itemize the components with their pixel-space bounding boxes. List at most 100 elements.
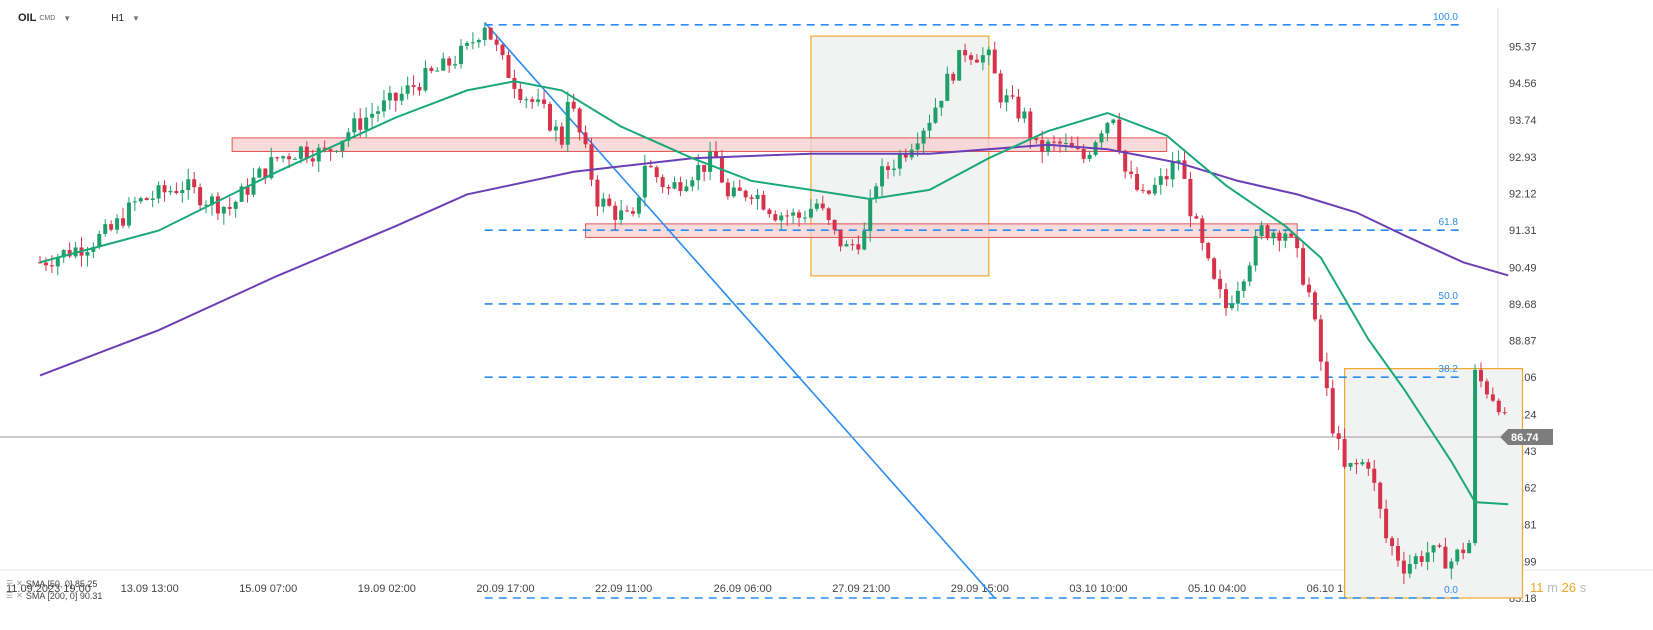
candle-body: [1235, 290, 1240, 304]
close-icon[interactable]: ✕: [16, 591, 23, 600]
candle-body: [251, 177, 256, 195]
candle-body: [1069, 142, 1074, 148]
candle-body: [1152, 184, 1157, 194]
candle-body: [880, 166, 885, 187]
candle-body: [322, 147, 327, 150]
y-tick-label: 93.74: [1509, 115, 1537, 127]
candle-body: [939, 100, 944, 108]
candle-body: [370, 113, 375, 118]
candle-body: [820, 203, 825, 209]
candle-body: [980, 55, 985, 63]
candle-body: [1354, 462, 1359, 465]
candle-timer: 11 m 26 s: [1530, 580, 1586, 595]
candle-body: [921, 130, 926, 144]
current-price-tag: [1500, 428, 1553, 445]
candle-body: [257, 168, 262, 178]
candle-body: [126, 202, 131, 226]
candle-body: [1455, 549, 1460, 562]
candle-body: [150, 198, 155, 200]
candle-body: [648, 165, 653, 168]
chevron-down-icon[interactable]: ▼: [63, 13, 72, 23]
sma50-line: [39, 80, 1509, 506]
candle-body: [1473, 369, 1478, 544]
candle-body: [862, 231, 867, 250]
legend-sma50-label: SMA [50, 0] 85.25: [25, 579, 98, 589]
candle-body: [868, 198, 873, 232]
candle-body: [1265, 225, 1270, 239]
candle-body: [417, 87, 422, 91]
candle-body: [536, 99, 541, 102]
candle-body: [209, 196, 214, 205]
symbol-type: CMD: [39, 14, 56, 22]
candle-body: [779, 215, 784, 221]
current-price-label: 86.74: [1511, 432, 1539, 444]
candle-body: [103, 224, 108, 234]
candle-body: [1194, 216, 1199, 219]
candle-body: [1384, 508, 1389, 539]
x-tick-label: 15.09 07:00: [239, 583, 297, 595]
candle-body: [1467, 543, 1472, 554]
candle-body: [186, 179, 191, 191]
candle-body: [1449, 561, 1454, 569]
candle-body: [470, 42, 475, 44]
timer-minutes: 11: [1530, 580, 1544, 595]
candle-body: [743, 190, 748, 198]
menu-icon[interactable]: ☰: [6, 591, 14, 600]
candle-body: [1016, 96, 1021, 119]
candle-body: [1502, 412, 1507, 414]
candle-body: [1218, 278, 1223, 290]
candle-body: [1342, 439, 1347, 467]
candle-body: [387, 92, 392, 101]
candle-body: [233, 201, 238, 209]
candle-body: [435, 70, 440, 72]
candle-body: [808, 208, 813, 218]
candle-body: [678, 182, 683, 192]
candle-body: [826, 208, 831, 220]
x-tick-label: 05.10 04:00: [1188, 583, 1246, 595]
candle-body: [856, 244, 861, 250]
chevron-down-icon[interactable]: ▼: [132, 13, 140, 23]
x-tick-label: 20.09 17:00: [476, 583, 534, 595]
candle-body: [43, 262, 48, 266]
candle-body: [1182, 160, 1187, 179]
candle-body: [1324, 361, 1329, 389]
close-icon[interactable]: ✕: [16, 579, 23, 588]
candle-body: [1366, 462, 1371, 469]
candle-body: [263, 168, 268, 179]
candle-body: [737, 187, 742, 191]
candle-body: [198, 187, 203, 206]
legend-sma50[interactable]: ☰ ✕ SMA [50, 0] 85.25: [6, 578, 102, 590]
candle-body: [91, 247, 96, 252]
candle-body: [304, 146, 309, 159]
candle-body: [1360, 462, 1365, 465]
candle-body: [1081, 149, 1086, 159]
candle-body: [773, 214, 778, 221]
candle-body: [583, 132, 588, 145]
candle-body: [850, 244, 855, 246]
candle-body: [542, 99, 547, 104]
candle-body: [749, 197, 754, 199]
candle-body: [957, 50, 962, 81]
symbol-name[interactable]: OIL: [18, 12, 37, 24]
candle-body: [162, 185, 167, 193]
menu-icon[interactable]: ☰: [6, 579, 14, 588]
candle-body: [506, 55, 511, 78]
candle-body: [156, 185, 161, 199]
candle-body: [423, 67, 428, 91]
candle-body: [1496, 400, 1501, 413]
candle-body: [482, 27, 487, 41]
timeframe-selector[interactable]: H1: [111, 12, 125, 24]
candle-body: [832, 219, 837, 230]
x-tick-label: 13.09 13:00: [121, 583, 179, 595]
candle-body: [38, 262, 42, 264]
legend-sma200[interactable]: ☰ ✕ SMA [200, 0] 90.31: [6, 590, 102, 602]
candle-body: [1461, 549, 1466, 554]
candle-body: [310, 158, 315, 162]
candle-body: [245, 186, 250, 195]
candle-body: [352, 118, 357, 133]
candle-body: [986, 49, 991, 56]
candle-body: [559, 126, 564, 145]
x-tick-label: 27.09 21:00: [832, 583, 890, 595]
candle-body: [97, 233, 102, 248]
